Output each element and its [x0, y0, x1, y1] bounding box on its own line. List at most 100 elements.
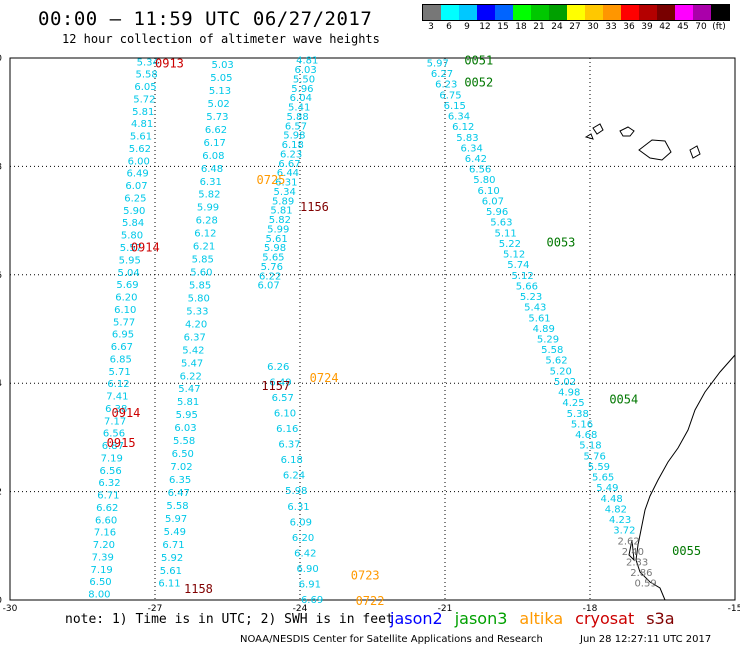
wave-height-point: 6.26 — [267, 362, 289, 373]
wave-height-point: 6.17 — [204, 138, 226, 149]
wave-height-point: 4.89 — [533, 324, 555, 335]
wave-height-point: 5.98 — [283, 131, 305, 142]
footer-note: note: 1) Time is in UTC; 2) SWH is in fe… — [65, 612, 394, 627]
island-outline — [638, 139, 672, 161]
wave-height-point: 5.03 — [212, 60, 234, 71]
wave-height-point: 5.49 — [164, 527, 186, 538]
y-tick-label: 30 — [0, 54, 2, 64]
pass-time-label: 0724 — [310, 371, 339, 385]
wave-height-point: 6.27 — [431, 69, 453, 80]
color-scale-label: 24 — [551, 22, 563, 32]
wave-height-point: 5.49 — [596, 483, 618, 494]
wave-height-point: 5.98 — [285, 486, 307, 497]
wave-height-point: 5.97 — [427, 58, 449, 69]
color-swatch — [513, 5, 531, 20]
wave-height-point: 6.35 — [169, 475, 191, 486]
wave-height-point: 5.62 — [545, 356, 567, 367]
wave-height-point: 6.10 — [478, 186, 500, 197]
wave-height-point: 6.91 — [299, 579, 321, 590]
wave-height-point: 2.40 — [622, 547, 644, 558]
wave-height-point: 5.41 — [288, 103, 310, 114]
coastline-detail — [628, 539, 635, 562]
map-subtitle: 12 hour collection of altimeter wave hei… — [62, 32, 380, 46]
wave-height-point: 5.02 — [208, 99, 230, 110]
wave-height-point: 5.65 — [262, 253, 284, 264]
color-scale-label: 21 — [533, 22, 545, 32]
wave-height-point: 5.85 — [192, 255, 214, 266]
wave-height-point: 6.31 — [200, 177, 222, 188]
color-scale-label: 70 — [695, 22, 707, 32]
wave-height-point: 5.66 — [516, 281, 538, 292]
wave-height-point: 5.47 — [178, 384, 200, 395]
wave-height-point: 6.69 — [301, 595, 323, 606]
wave-height-point: 5.80 — [121, 231, 143, 242]
wave-height-point: 5.81 — [132, 107, 154, 118]
color-scale-label: 27 — [569, 22, 581, 32]
color-scale-labels: 3 6 9 12 15 18 21 24 27 30 33 36 39 42 45 70 (ft) — [422, 22, 728, 34]
wave-height-point: 5.57 — [120, 243, 142, 254]
wave-height-point: 5.58 — [541, 345, 563, 356]
wave-height-point: 6.44 — [277, 168, 299, 179]
wave-height-point: 6.24 — [283, 471, 305, 482]
x-tick-label: -30 — [3, 604, 18, 614]
wave-height-point: 5.34 — [137, 57, 159, 68]
wave-height-point: 2.86 — [630, 568, 652, 579]
pass-time-label: 1156 — [300, 200, 329, 214]
wave-height-point: 5.61 — [130, 132, 152, 143]
wave-height-point: 5.23 — [520, 292, 542, 303]
wave-height-point: 6.56 — [100, 466, 122, 477]
y-tick-label: 28 — [0, 162, 2, 172]
wave-height-point: 6.71 — [97, 491, 119, 502]
wave-height-point: 6.87 — [102, 441, 124, 452]
legend-jason2: jason2 — [390, 609, 443, 628]
x-tick-label: -24 — [293, 604, 308, 614]
wave-height-point: 5.97 — [165, 514, 187, 525]
wave-height-point: 6.37 — [278, 440, 300, 451]
wave-height-point: 5.61 — [160, 566, 182, 577]
wave-height-point: 5.80 — [473, 175, 495, 186]
pass-time-label: 0914 — [131, 241, 160, 255]
wave-height-point: 5.61 — [528, 313, 550, 324]
wave-height-point: 5.11 — [494, 228, 516, 239]
wave-height-point: 7.17 — [104, 416, 126, 427]
wave-height-point: 5.81 — [270, 206, 292, 217]
wave-height-point: 4.81 — [131, 119, 153, 130]
wave-height-point: 5.58 — [173, 436, 195, 447]
wave-height-point: 6.03 — [174, 423, 196, 434]
wave-height-point: 6.42 — [465, 154, 487, 165]
wave-height-point: 6.03 — [295, 65, 317, 76]
wave-height-point: 6.22 — [180, 371, 202, 382]
pass-time-label: 0723 — [351, 569, 380, 583]
wave-height-point: 5.72 — [133, 94, 155, 105]
color-scale-label: 36 — [623, 22, 635, 32]
wave-height-point: 5.50 — [293, 74, 315, 85]
wave-height-point: 6.00 — [128, 156, 150, 167]
color-swatch — [693, 5, 711, 20]
wave-height-point: 5.76 — [584, 451, 606, 462]
credit-timestamp: Jun 28 12:27:11 UTC 2017 — [580, 634, 712, 645]
wave-height-point: 5.58 — [166, 501, 188, 512]
wave-height-point: 4.48 — [601, 494, 623, 505]
wave-height-point: 6.56 — [469, 165, 491, 176]
wave-height-point: 6.25 — [124, 193, 146, 204]
pass-time-label: 0914 — [112, 406, 141, 420]
wave-height-point: 4.25 — [562, 398, 584, 409]
wave-height-point: 5.61 — [266, 234, 288, 245]
wave-height-point: 3.72 — [613, 526, 635, 537]
wave-height-point: 5.82 — [269, 215, 291, 226]
color-swatch — [459, 5, 477, 20]
wave-height-point: 6.12 — [107, 379, 129, 390]
satellite-legend: jason2 jason3 altika cryosat s3a — [390, 609, 687, 628]
wave-height-point: 5.83 — [456, 133, 478, 144]
color-scale-label: 45 — [677, 22, 689, 32]
wave-height-point: 5.95 — [176, 410, 198, 421]
y-tick-label: 20 — [0, 596, 2, 606]
wave-height-point: 6.32 — [98, 478, 120, 489]
color-swatch — [549, 5, 567, 20]
wave-height-point: 5.29 — [537, 335, 559, 346]
color-scale-label: 33 — [605, 22, 617, 32]
wave-height-point: 5.63 — [490, 218, 512, 229]
color-scale-bar — [422, 4, 730, 21]
wave-height-point: 5.02 — [554, 377, 576, 388]
wave-height-point: 2.33 — [626, 558, 648, 569]
